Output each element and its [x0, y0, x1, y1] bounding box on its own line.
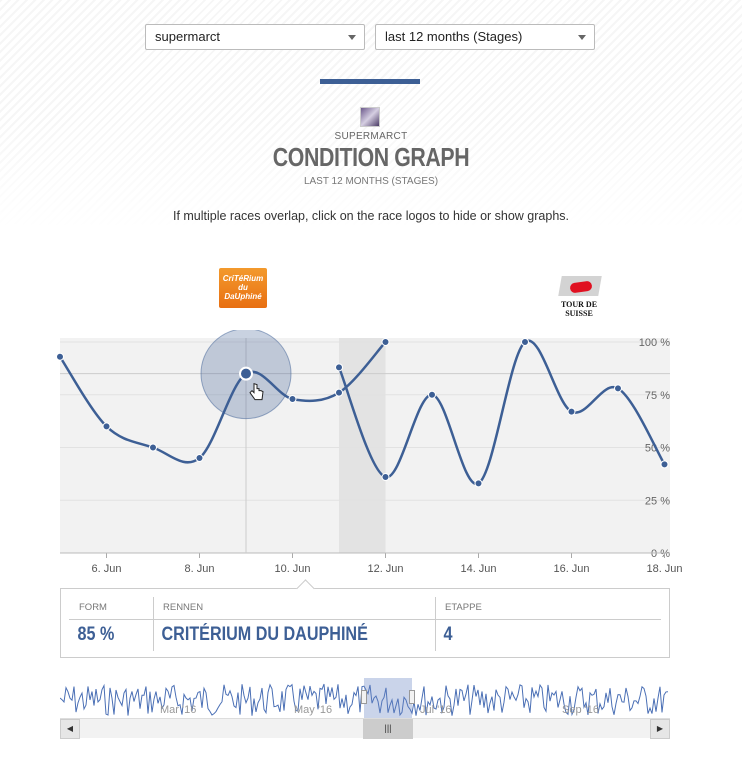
navigator-label: Jul '16 — [420, 704, 452, 716]
tooltip-form-value: 85 % — [77, 624, 115, 645]
data-point — [614, 384, 622, 393]
chevron-down-icon — [578, 35, 586, 40]
navigator-label: Sep '16 — [562, 704, 599, 716]
tooltip-form-column: FORM 85 % — [69, 597, 153, 651]
chart-tooltip: FORM 85 % RENNEN CRITÉRIUM DU DAUPHINÉ E… — [60, 579, 670, 658]
race-logo-dauphine[interactable]: CriTéRium du DaUphiné — [219, 268, 267, 308]
x-tick-label: 16. Jun — [553, 563, 589, 575]
race-logo-dauphine-text: CriTéRium du DaUphiné — [222, 274, 264, 301]
x-tick-label: 14. Jun — [460, 563, 496, 575]
tooltip-race-header: RENNEN — [153, 597, 435, 620]
header-background-fade — [0, 120, 742, 230]
navigator-left-handle[interactable] — [361, 690, 367, 704]
chevron-down-icon — [348, 35, 356, 40]
data-point — [56, 352, 64, 361]
data-point — [381, 473, 390, 482]
arrow-right-icon: ▶ — [656, 724, 664, 733]
data-point — [335, 363, 343, 372]
data-point — [567, 407, 576, 416]
scrollbar-thumb[interactable]: ||| — [363, 719, 413, 739]
data-point — [149, 443, 157, 452]
navigator-selection[interactable] — [364, 678, 412, 718]
page-title: CONDITION GRAPH — [272, 142, 470, 172]
title-accent-bar — [320, 79, 420, 84]
rider-select-value: supermarct — [155, 29, 221, 44]
data-point — [428, 390, 436, 399]
scrollbar-grip: ||| — [384, 723, 392, 733]
tooltip-stage-column: ETAPPE 4 — [435, 597, 661, 651]
chart-scrollbar[interactable]: ◀ ||| ▶ — [60, 718, 670, 739]
data-point — [521, 338, 529, 346]
y-tick-label: 0 % — [651, 548, 670, 560]
tooltip-stage-value: 4 — [443, 624, 453, 645]
period-select[interactable]: last 12 months (Stages) — [375, 24, 595, 50]
x-tick-label: 10. Jun — [274, 563, 310, 575]
tooltip-divider — [153, 597, 154, 651]
data-point — [335, 388, 343, 397]
arrow-left-icon: ◀ — [66, 724, 74, 733]
tooltip-divider — [435, 597, 436, 651]
race-logo-suisse[interactable]: TOUR DE SUISSE — [548, 270, 610, 318]
data-point — [288, 394, 297, 403]
navigator-series-line — [60, 683, 669, 717]
highlighted-data-point — [239, 366, 253, 381]
rider-select[interactable]: supermarct — [145, 24, 365, 50]
tooltip-race-value: CRITÉRIUM DU DAUPHINÉ — [161, 624, 368, 645]
tooltip-race-column: RENNEN CRITÉRIUM DU DAUPHINÉ — [153, 597, 435, 651]
tooltip-stage-header: ETAPPE — [435, 597, 661, 620]
data-point — [195, 454, 204, 463]
scroll-right-button[interactable]: ▶ — [650, 719, 670, 739]
x-tick-label: 12. Jun — [367, 563, 403, 575]
info-text: If multiple races overlap, click on the … — [172, 209, 570, 223]
race-logo-suisse-text: TOUR DE SUISSE — [560, 300, 598, 318]
navigator-right-handle[interactable] — [409, 690, 415, 704]
scroll-left-button[interactable]: ◀ — [60, 719, 80, 739]
condition-chart[interactable]: 0 %25 %50 %75 %100 %6. Jun 8. Jun 10. Jun 1… — [0, 330, 742, 580]
y-tick-label: 25 % — [645, 495, 670, 507]
data-point — [474, 479, 483, 488]
period-label: LAST 12 MONTHS (STAGES) — [303, 176, 439, 187]
x-tick-label: 18. Jun — [646, 563, 682, 575]
hand-cursor-icon — [249, 382, 264, 401]
y-tick-label: 75 % — [645, 390, 670, 402]
rider-avatar — [360, 107, 380, 127]
x-tick-label: 8. Jun — [185, 563, 215, 575]
data-point — [102, 422, 111, 431]
chart-navigator[interactable] — [60, 678, 670, 718]
data-point — [381, 338, 390, 346]
data-point — [660, 460, 669, 469]
x-tick-label: 6. Jun — [92, 563, 122, 575]
tooltip-notch — [296, 579, 315, 598]
rider-name-label: SUPERMARCT — [334, 131, 408, 142]
y-tick-label: 100 % — [639, 337, 670, 349]
navigator-label: May '16 — [294, 704, 333, 716]
tooltip-form-header: FORM — [69, 597, 153, 620]
period-select-value: last 12 months (Stages) — [385, 29, 523, 44]
navigator-label: Mar '16 — [160, 704, 197, 716]
